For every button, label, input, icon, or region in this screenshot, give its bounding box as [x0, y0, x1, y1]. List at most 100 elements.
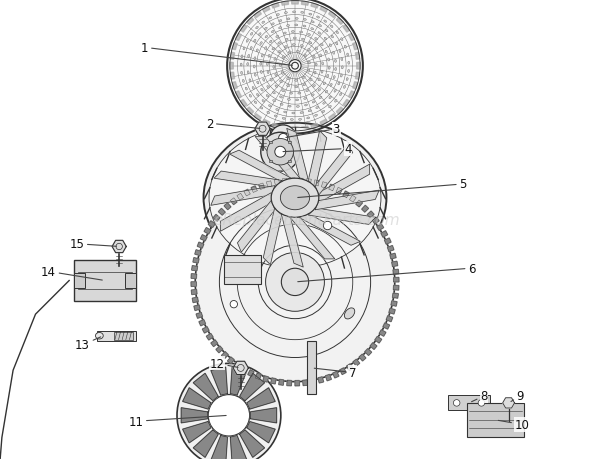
Ellipse shape: [313, 85, 315, 88]
Polygon shape: [254, 12, 261, 19]
Ellipse shape: [247, 72, 249, 75]
Polygon shape: [240, 430, 264, 457]
Ellipse shape: [312, 22, 314, 24]
Polygon shape: [359, 354, 366, 361]
Polygon shape: [230, 436, 247, 459]
Ellipse shape: [257, 82, 259, 85]
Polygon shape: [255, 123, 270, 136]
Ellipse shape: [304, 98, 307, 100]
Ellipse shape: [312, 101, 315, 104]
Ellipse shape: [299, 119, 301, 121]
Ellipse shape: [263, 79, 265, 82]
Ellipse shape: [273, 66, 275, 69]
Polygon shape: [230, 151, 290, 182]
Polygon shape: [389, 308, 395, 314]
Ellipse shape: [341, 58, 343, 62]
Ellipse shape: [276, 109, 278, 112]
Ellipse shape: [290, 119, 293, 121]
Ellipse shape: [284, 46, 287, 49]
Ellipse shape: [336, 32, 339, 34]
Polygon shape: [336, 108, 343, 115]
Polygon shape: [310, 379, 316, 385]
Ellipse shape: [248, 55, 250, 58]
Ellipse shape: [340, 94, 342, 96]
Ellipse shape: [253, 66, 255, 69]
Polygon shape: [281, 214, 303, 268]
Polygon shape: [291, 128, 299, 132]
Text: 7: 7: [314, 366, 356, 379]
Ellipse shape: [315, 64, 317, 67]
Ellipse shape: [281, 73, 283, 75]
Polygon shape: [194, 305, 200, 311]
Polygon shape: [393, 270, 399, 274]
Ellipse shape: [279, 21, 282, 22]
Ellipse shape: [308, 111, 311, 112]
Ellipse shape: [327, 75, 329, 78]
Polygon shape: [315, 144, 353, 196]
Polygon shape: [394, 286, 399, 291]
Ellipse shape: [260, 43, 262, 45]
Ellipse shape: [287, 19, 290, 21]
Circle shape: [281, 269, 309, 296]
Ellipse shape: [331, 36, 333, 39]
Polygon shape: [303, 380, 307, 386]
Polygon shape: [193, 258, 199, 263]
Ellipse shape: [340, 75, 342, 78]
Polygon shape: [248, 370, 254, 377]
Polygon shape: [244, 190, 250, 196]
Ellipse shape: [292, 113, 295, 115]
Polygon shape: [202, 327, 209, 333]
Bar: [269, 142, 272, 144]
Ellipse shape: [346, 78, 348, 81]
Polygon shape: [271, 378, 276, 384]
Polygon shape: [263, 208, 282, 265]
Polygon shape: [343, 26, 350, 33]
Ellipse shape: [311, 28, 314, 31]
Polygon shape: [299, 179, 303, 184]
Polygon shape: [278, 380, 284, 386]
Text: 12: 12: [209, 357, 238, 370]
Polygon shape: [311, 124, 319, 129]
Polygon shape: [356, 201, 362, 207]
Polygon shape: [221, 352, 228, 359]
Bar: [74, 261, 136, 301]
Ellipse shape: [271, 24, 274, 26]
Ellipse shape: [300, 45, 303, 48]
Ellipse shape: [254, 102, 257, 104]
Ellipse shape: [309, 42, 312, 45]
Ellipse shape: [301, 39, 304, 41]
Ellipse shape: [273, 92, 276, 95]
Ellipse shape: [254, 58, 256, 61]
Ellipse shape: [284, 13, 287, 15]
Ellipse shape: [287, 26, 290, 28]
Polygon shape: [230, 198, 237, 205]
Polygon shape: [349, 92, 355, 99]
Polygon shape: [263, 120, 270, 126]
Ellipse shape: [255, 27, 258, 30]
Ellipse shape: [261, 89, 263, 92]
Ellipse shape: [262, 101, 265, 103]
Ellipse shape: [330, 26, 333, 28]
Polygon shape: [322, 182, 327, 189]
Ellipse shape: [295, 18, 298, 20]
Polygon shape: [228, 357, 234, 364]
Ellipse shape: [345, 308, 355, 319]
Ellipse shape: [329, 106, 332, 109]
Ellipse shape: [324, 21, 327, 23]
Ellipse shape: [250, 34, 253, 36]
Polygon shape: [355, 53, 360, 60]
Ellipse shape: [310, 79, 312, 82]
Polygon shape: [503, 398, 514, 408]
Polygon shape: [240, 26, 247, 33]
Text: 5: 5: [298, 178, 467, 198]
Ellipse shape: [290, 93, 293, 95]
Circle shape: [230, 301, 238, 308]
Text: eReplacementParts.com: eReplacementParts.com: [214, 213, 400, 228]
Ellipse shape: [348, 62, 350, 65]
Polygon shape: [390, 254, 396, 259]
Ellipse shape: [336, 43, 338, 46]
Polygon shape: [362, 206, 369, 213]
Ellipse shape: [307, 118, 310, 120]
Polygon shape: [230, 73, 235, 80]
Polygon shape: [232, 43, 237, 50]
